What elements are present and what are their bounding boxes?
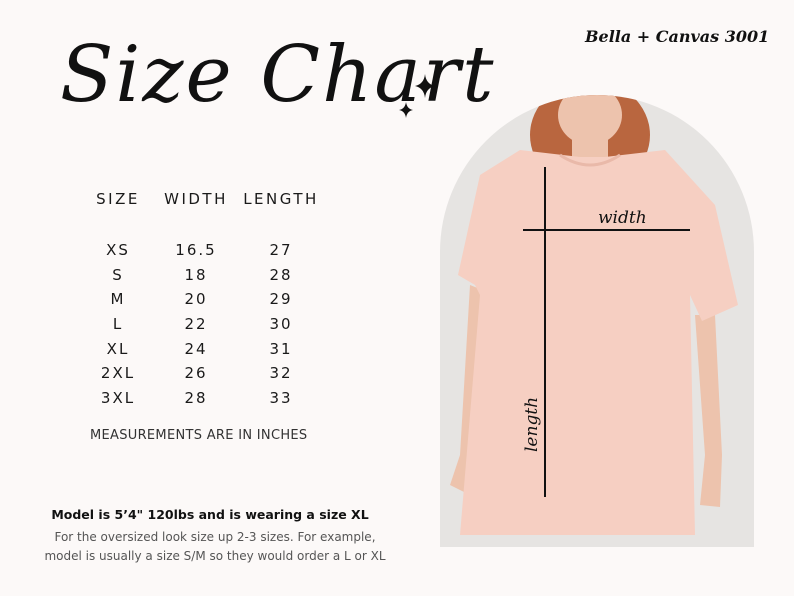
table-cell: 22 <box>184 315 208 334</box>
unit-note: MEASUREMENTS ARE IN INCHES <box>90 428 308 443</box>
table-cell: 16.5 <box>175 241 217 260</box>
table-row: XS 16.5 27 <box>80 238 326 263</box>
column-header: LENGTH <box>243 190 319 208</box>
table-cell: S <box>112 265 124 284</box>
length-label: length <box>522 397 542 452</box>
table-cell: 26 <box>184 364 208 383</box>
table-cell: 27 <box>269 241 293 260</box>
table-cell: 32 <box>269 364 293 383</box>
brand-label: Bella + Canvas 3001 <box>585 27 770 46</box>
fit-note-line1: For the oversized look size up 2-3 sizes… <box>54 530 376 544</box>
table-cell: 24 <box>184 339 208 358</box>
fit-note-line2: model is usually a size S/M so they woul… <box>44 549 386 563</box>
table-cell: 29 <box>269 290 293 309</box>
table-cell: 18 <box>184 265 208 284</box>
table-cell: 28 <box>269 265 293 284</box>
table-cell: XL <box>106 339 130 358</box>
table-cell: 33 <box>269 388 293 407</box>
width-label: width <box>598 208 647 228</box>
table-cell: 28 <box>184 388 208 407</box>
table-cell: 20 <box>184 290 208 309</box>
table-cell: L <box>112 315 124 334</box>
size-table: SIZE WIDTH LENGTH XS 16.5 27 S 18 28 M 20 29 L 22 30 X… <box>80 190 326 410</box>
sparkle-icon <box>399 74 435 118</box>
table-cell: M <box>110 290 126 309</box>
model-note: Model is 5’4" 120lbs and is wearing a si… <box>51 507 369 522</box>
table-cell: 31 <box>269 339 293 358</box>
table-row: 3XL 28 33 <box>80 386 326 411</box>
table-row: S 18 28 <box>80 263 326 288</box>
fit-note: For the oversized look size up 2-3 sizes… <box>0 528 430 566</box>
table-cell: 3XL <box>100 388 136 407</box>
column-header: WIDTH <box>164 190 228 208</box>
table-cell: 30 <box>269 315 293 334</box>
table-row: XL 24 31 <box>80 336 326 361</box>
table-cell: XS <box>106 241 130 260</box>
table-row: 2XL 26 32 <box>80 361 326 386</box>
table-row: M 20 29 <box>80 287 326 312</box>
model-photo: width length <box>440 95 754 547</box>
table-row: L 22 30 <box>80 312 326 337</box>
table-cell: 2XL <box>100 364 136 383</box>
column-header: SIZE <box>96 190 140 208</box>
page-title: Size Chart <box>60 30 496 120</box>
